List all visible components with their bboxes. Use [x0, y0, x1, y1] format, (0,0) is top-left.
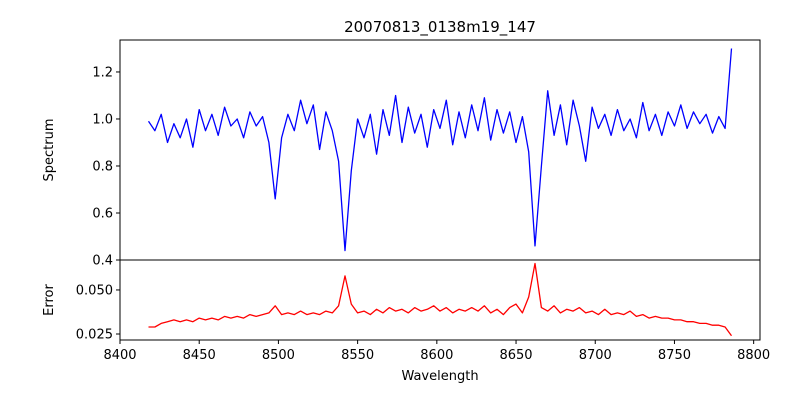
error-xtick-label: 8550	[341, 348, 374, 363]
error-series-line	[148, 262, 733, 337]
spectrum-series-line	[147, 48, 733, 252]
top-ylabel: Spectrum	[42, 119, 57, 182]
error-ytick-label: 0.025	[76, 328, 113, 343]
error-xtick-label: 8400	[103, 348, 136, 363]
error-ytick-label: 0.050	[76, 283, 113, 298]
error-xtick-label: 8650	[499, 348, 532, 363]
error-xtick-label: 8800	[737, 348, 770, 363]
spectrum-axes: 0.4 0.6 0.8 1.0 1.2	[92, 39, 761, 269]
chart-title: 20070813_0138m19_147	[344, 18, 536, 37]
error-axes-frame	[119, 259, 761, 341]
bottom-ylabel: Error	[42, 284, 57, 316]
spectrum-axes-frame	[119, 39, 761, 261]
error-xtick-label: 8700	[579, 348, 612, 363]
error-xtick-label: 8500	[262, 348, 295, 363]
error-xtick-label: 8600	[420, 348, 453, 363]
spectrum-ytick-label: 0.4	[92, 254, 113, 269]
error-xtick-label: 8450	[183, 348, 216, 363]
error-axes: 0.025 0.050 8400 8450 8500 8550 8600 8650 8700 87…	[76, 259, 770, 363]
spectrum-ytick-label: 1.0	[92, 112, 113, 127]
spectrum-ytick-label: 0.6	[92, 206, 113, 221]
spectrum-ytick-label: 0.8	[92, 159, 113, 174]
spectrum-ytick-label: 1.2	[92, 65, 113, 80]
error-xtick-label: 8750	[658, 348, 691, 363]
xlabel: Wavelength	[401, 369, 478, 384]
